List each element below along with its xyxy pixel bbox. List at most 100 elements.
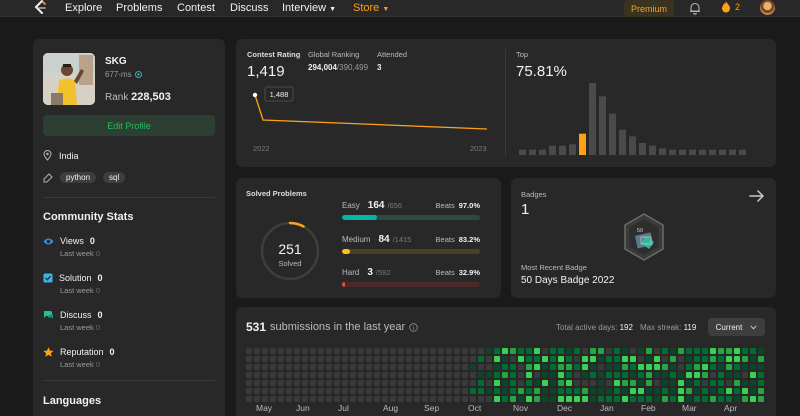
heatmap-cell[interactable] xyxy=(702,364,708,370)
heatmap-cell[interactable] xyxy=(702,388,708,394)
heatmap-cell[interactable] xyxy=(654,356,660,362)
heatmap-cell[interactable] xyxy=(710,396,716,402)
heatmap-cell[interactable] xyxy=(350,348,356,354)
heatmap-cell[interactable] xyxy=(494,356,500,362)
heatmap-cell[interactable] xyxy=(390,364,396,370)
heatmap-cell[interactable] xyxy=(246,396,252,402)
heatmap-cell[interactable] xyxy=(246,388,252,394)
heatmap-cell[interactable] xyxy=(670,388,676,394)
heatmap-cell[interactable] xyxy=(462,388,468,394)
heatmap-cell[interactable] xyxy=(366,396,372,402)
heatmap-cell[interactable] xyxy=(598,396,604,402)
heatmap-cell[interactable] xyxy=(534,356,540,362)
heatmap-cell[interactable] xyxy=(622,388,628,394)
heatmap-cell[interactable] xyxy=(326,348,332,354)
heatmap-cell[interactable] xyxy=(446,372,452,378)
heatmap-cell[interactable] xyxy=(638,356,644,362)
heatmap-cell[interactable] xyxy=(446,388,452,394)
heatmap-cell[interactable] xyxy=(422,380,428,386)
heatmap-cell[interactable] xyxy=(462,364,468,370)
heatmap-cell[interactable] xyxy=(654,380,660,386)
heatmap-cell[interactable] xyxy=(558,364,564,370)
heatmap-cell[interactable] xyxy=(542,356,548,362)
heatmap-cell[interactable] xyxy=(494,364,500,370)
heatmap-cell[interactable] xyxy=(526,372,532,378)
heatmap-cell[interactable] xyxy=(358,396,364,402)
heatmap-cell[interactable] xyxy=(606,396,612,402)
heatmap-cell[interactable] xyxy=(454,388,460,394)
heatmap-cell[interactable] xyxy=(566,396,572,402)
heatmap-cell[interactable] xyxy=(718,372,724,378)
heatmap-cell[interactable] xyxy=(678,388,684,394)
heatmap-cell[interactable] xyxy=(262,348,268,354)
heatmap-cell[interactable] xyxy=(382,364,388,370)
heatmap-cell[interactable] xyxy=(390,396,396,402)
heatmap-cell[interactable] xyxy=(630,372,636,378)
heatmap-cell[interactable] xyxy=(278,380,284,386)
heatmap-cell[interactable] xyxy=(606,372,612,378)
heatmap-cell[interactable] xyxy=(686,380,692,386)
heatmap-cell[interactable] xyxy=(414,380,420,386)
heatmap-cell[interactable] xyxy=(422,372,428,378)
heatmap-cell[interactable] xyxy=(686,396,692,402)
heatmap-cell[interactable] xyxy=(566,380,572,386)
rating-point[interactable] xyxy=(252,92,258,98)
heatmap-cell[interactable] xyxy=(294,372,300,378)
heatmap-cell[interactable] xyxy=(430,372,436,378)
heatmap-cell[interactable] xyxy=(446,380,452,386)
heatmap-cell[interactable] xyxy=(270,348,276,354)
heatmap-cell[interactable] xyxy=(686,348,692,354)
heatmap-cell[interactable] xyxy=(502,380,508,386)
histogram-bar[interactable] xyxy=(659,148,666,155)
heatmap-cell[interactable] xyxy=(358,380,364,386)
heatmap-cell[interactable] xyxy=(502,364,508,370)
heatmap-cell[interactable] xyxy=(646,372,652,378)
heatmap-cell[interactable] xyxy=(374,372,380,378)
heatmap-cell[interactable] xyxy=(414,364,420,370)
heatmap-cell[interactable] xyxy=(598,380,604,386)
heatmap-cell[interactable] xyxy=(430,388,436,394)
heatmap-cell[interactable] xyxy=(374,364,380,370)
heatmap-cell[interactable] xyxy=(582,388,588,394)
heatmap-cell[interactable] xyxy=(422,388,428,394)
heatmap-cell[interactable] xyxy=(454,356,460,362)
heatmap-cell[interactable] xyxy=(326,356,332,362)
heatmap-cell[interactable] xyxy=(718,388,724,394)
heatmap-cell[interactable] xyxy=(638,372,644,378)
heatmap-cell[interactable] xyxy=(686,388,692,394)
heatmap-cell[interactable] xyxy=(638,348,644,354)
heatmap-cell[interactable] xyxy=(550,348,556,354)
heatmap-cell[interactable] xyxy=(734,388,740,394)
heatmap-cell[interactable] xyxy=(318,396,324,402)
heatmap-cell[interactable] xyxy=(382,396,388,402)
heatmap-cell[interactable] xyxy=(542,388,548,394)
heatmap-cell[interactable] xyxy=(366,364,372,370)
heatmap-cell[interactable] xyxy=(558,372,564,378)
heatmap-cell[interactable] xyxy=(374,396,380,402)
heatmap-cell[interactable] xyxy=(550,356,556,362)
histogram-bar[interactable] xyxy=(669,149,676,155)
heatmap-cell[interactable] xyxy=(526,396,532,402)
histogram-bar[interactable] xyxy=(709,149,716,155)
heatmap-cell[interactable] xyxy=(550,396,556,402)
heatmap-cell[interactable] xyxy=(558,356,564,362)
heatmap-cell[interactable] xyxy=(414,388,420,394)
heatmap-cell[interactable] xyxy=(470,396,476,402)
heatmap-cell[interactable] xyxy=(606,388,612,394)
heatmap-cell[interactable] xyxy=(622,364,628,370)
heatmap-cell[interactable] xyxy=(710,348,716,354)
heatmap-cell[interactable] xyxy=(566,388,572,394)
heatmap-cell[interactable] xyxy=(758,348,764,354)
heatmap-cell[interactable] xyxy=(718,396,724,402)
heatmap-cell[interactable] xyxy=(470,356,476,362)
nav-interview[interactable]: Interview ▼ xyxy=(282,2,336,14)
heatmap-cell[interactable] xyxy=(606,364,612,370)
histogram-bar[interactable] xyxy=(529,149,536,155)
heatmap-cell[interactable] xyxy=(542,372,548,378)
heatmap-cell[interactable] xyxy=(414,348,420,354)
heatmap-cell[interactable] xyxy=(534,372,540,378)
heatmap-cell[interactable] xyxy=(374,388,380,394)
heatmap-cell[interactable] xyxy=(422,356,428,362)
heatmap-cell[interactable] xyxy=(542,380,548,386)
heatmap-cell[interactable] xyxy=(270,396,276,402)
